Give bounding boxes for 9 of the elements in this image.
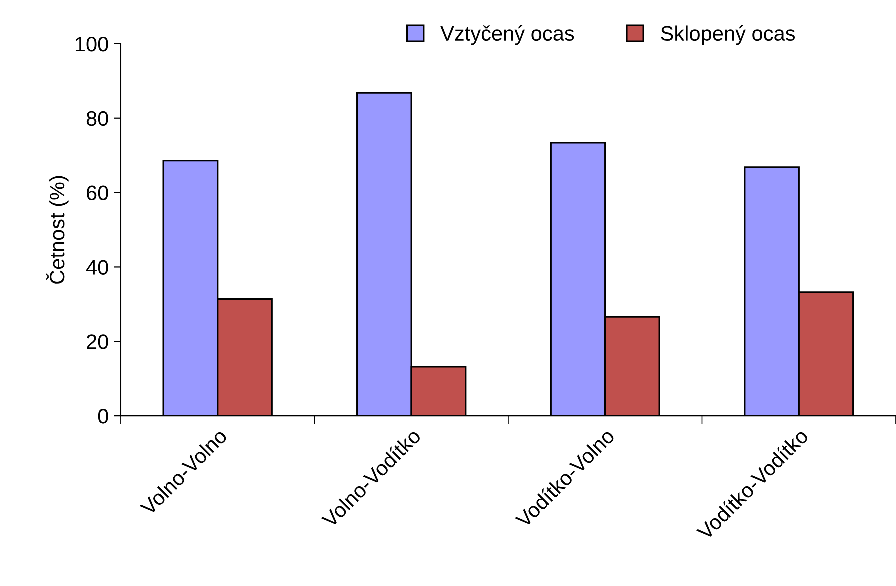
y-tick-label: 40: [86, 260, 108, 275]
legend-label: Sklopený ocas: [661, 25, 796, 46]
y-axis-title: Četnost (%): [46, 176, 69, 284]
legend-label: Vztyčený ocas: [440, 25, 574, 46]
y-tick-label: 20: [87, 334, 108, 350]
y-tick-label: 60: [87, 186, 108, 201]
y-tick-label: 0: [98, 409, 108, 424]
y-tick-label: 80: [86, 111, 108, 126]
y-tick-label: 100: [76, 36, 108, 52]
